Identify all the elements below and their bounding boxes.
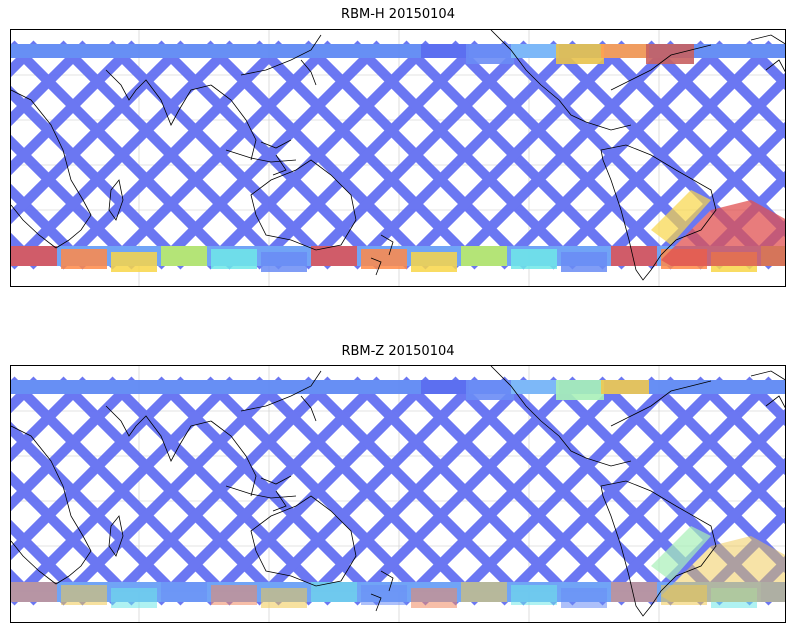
south-atlantic-anomaly [661, 536, 785, 602]
coastline [11, 204, 57, 249]
coastlines [11, 30, 785, 281]
coastline [210, 84, 257, 161]
south-anomaly-cell [411, 252, 457, 272]
coastline [240, 34, 322, 76]
south-anomaly-cell [361, 249, 407, 269]
satellite-swath-map-rbm-h [11, 30, 785, 286]
south-anomaly-cell [11, 246, 57, 266]
coastline [272, 154, 287, 176]
south-anomaly-cell [611, 246, 657, 266]
south-anomaly-cell [61, 585, 107, 605]
south-anomaly-cell [211, 249, 257, 269]
south-anomaly-cell [511, 249, 557, 269]
anomaly-zones [11, 44, 785, 272]
south-atlantic-anomaly [661, 200, 785, 266]
coastline [380, 570, 394, 592]
south-anomaly-cell [311, 246, 357, 266]
south-anomaly-cell [311, 582, 357, 602]
coastline [225, 485, 297, 499]
coastline [11, 89, 92, 249]
coastline [610, 380, 712, 427]
coastline [765, 59, 785, 73]
map-panel-rbm-z [10, 365, 786, 623]
north-anomaly-cell [556, 380, 604, 400]
coastline [750, 34, 785, 45]
south-anomaly-cell [461, 582, 507, 602]
south-anomaly-cell [361, 585, 407, 605]
south-anomaly-cell [61, 249, 107, 269]
south-anomaly-cell [561, 252, 607, 272]
south-anomaly-cell [511, 585, 557, 605]
north-anomaly-cell [646, 44, 694, 64]
coastline [105, 69, 212, 126]
coastline [108, 515, 124, 557]
north-anomaly-cell [421, 44, 469, 58]
north-anomaly-cell [511, 380, 559, 394]
coastline [610, 44, 712, 91]
coastline [210, 420, 257, 497]
north-anomaly-cell [601, 380, 649, 394]
north-anomaly-cell [466, 380, 514, 400]
coastline [490, 30, 632, 131]
south-anomaly-cell [261, 252, 307, 272]
map-panel-rbm-h [10, 29, 786, 287]
ascending-swath [742, 376, 785, 427]
south-anomaly-cell [461, 246, 507, 266]
south-anomaly-cell [261, 588, 307, 608]
coastline [750, 370, 785, 381]
satellite-swath-map-rbm-z [11, 366, 785, 622]
south-anomaly-cell [411, 588, 457, 608]
coastline [765, 395, 785, 409]
ascending-swath [693, 40, 785, 140]
coastline [260, 139, 292, 149]
north-anomaly-cell [556, 44, 604, 64]
coastline [11, 540, 57, 585]
north-anomaly-cell [421, 380, 469, 394]
coastline [600, 144, 717, 281]
ascending-swath [693, 376, 785, 476]
coastline [105, 405, 212, 462]
coastline [225, 149, 297, 163]
coastline [380, 234, 394, 256]
south-anomaly-cell [611, 582, 657, 602]
coastline [490, 366, 632, 467]
map-title-top: RBM-H 20150104 [341, 7, 455, 22]
south-anomaly-cell [161, 582, 207, 602]
north-anomaly-cell [511, 44, 559, 58]
south-anomaly-cell [111, 252, 157, 272]
south-atlantic-transition [651, 190, 711, 245]
coastline [250, 495, 357, 587]
south-atlantic-transition [651, 526, 711, 581]
coastlines [11, 366, 785, 617]
coastline [370, 593, 382, 612]
coastline [600, 480, 717, 617]
coastline [250, 159, 357, 251]
south-anomaly-cell [561, 588, 607, 608]
coastline [370, 257, 382, 276]
coastline [108, 179, 124, 221]
ascending-swath [742, 40, 785, 91]
north-anomaly-cell [466, 44, 514, 64]
coastline [272, 490, 287, 512]
coastline [11, 425, 92, 585]
coastline [240, 370, 322, 412]
south-anomaly-cell [211, 585, 257, 605]
coastline [260, 475, 292, 485]
map-title-bottom: RBM-Z 20150104 [341, 344, 455, 359]
south-anomaly-cell [11, 582, 57, 602]
coastline [300, 59, 317, 86]
coastline [300, 395, 317, 422]
south-anomaly-cell [161, 246, 207, 266]
north-anomaly-cell [601, 44, 649, 58]
anomaly-zones [11, 380, 785, 608]
south-anomaly-cell [111, 588, 157, 608]
